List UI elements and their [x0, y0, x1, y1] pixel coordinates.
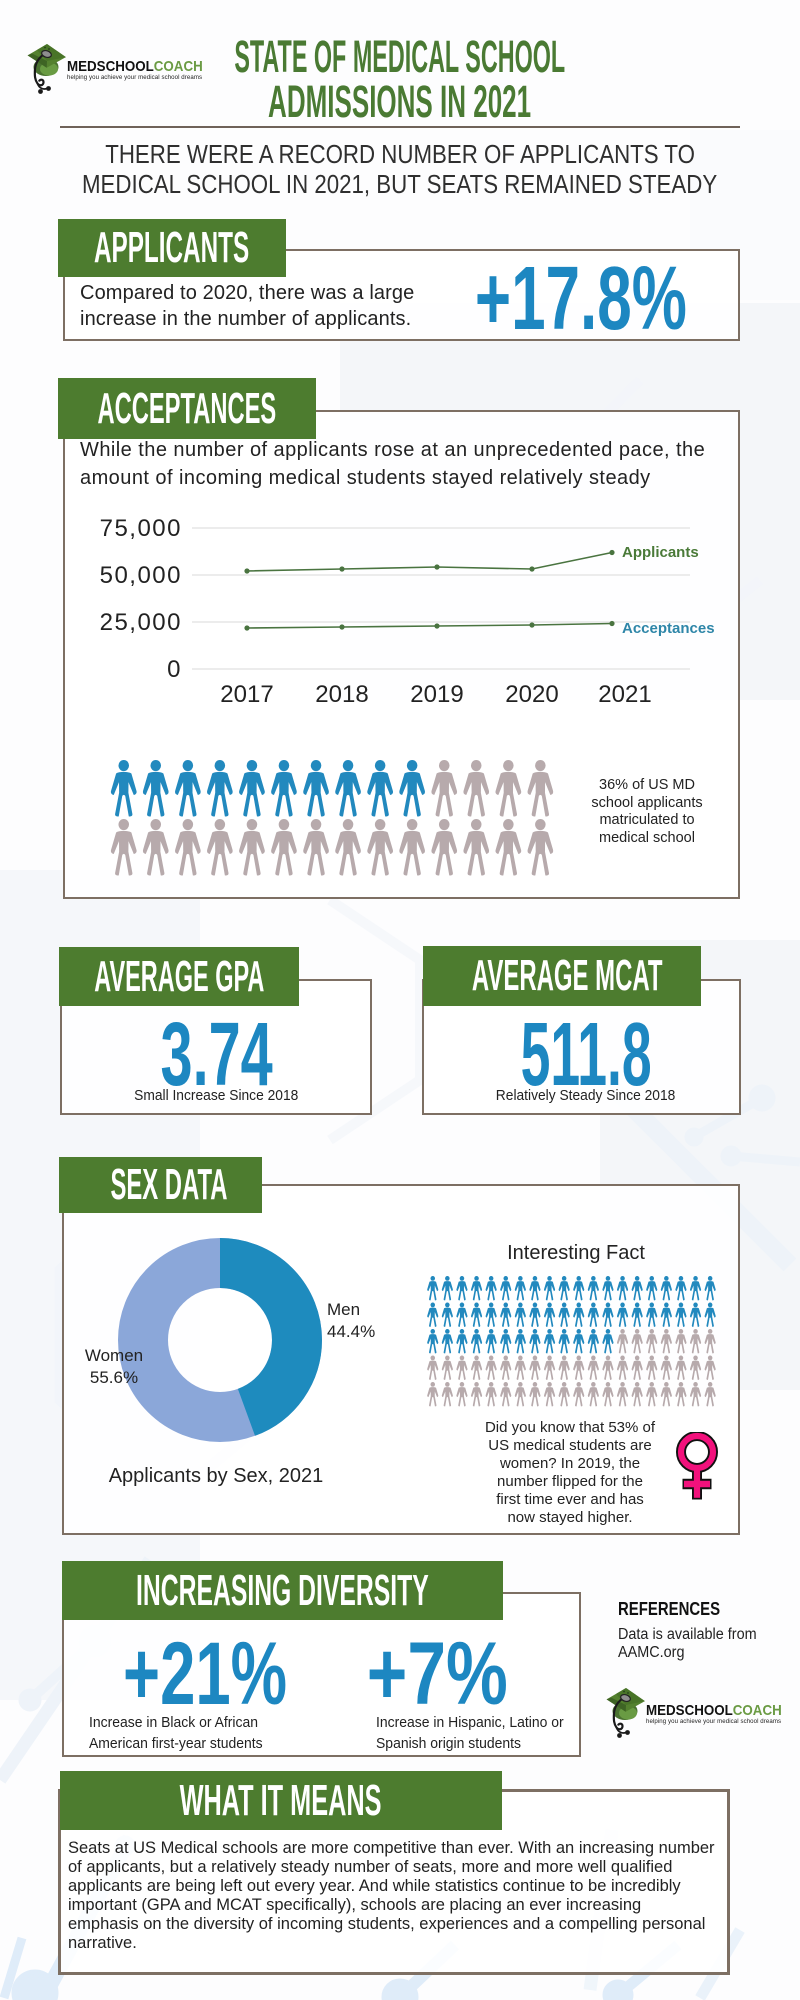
svg-text:Acceptances: Acceptances — [622, 620, 715, 637]
svg-text:75,000: 75,000 — [100, 515, 182, 542]
svg-text:50,000: 50,000 — [100, 562, 182, 589]
svg-text:0: 0 — [167, 656, 182, 683]
svg-text:2018: 2018 — [315, 681, 368, 708]
svg-text:25,000: 25,000 — [100, 609, 182, 636]
svg-text:2017: 2017 — [220, 681, 273, 708]
svg-text:2019: 2019 — [410, 681, 463, 708]
svg-text:Applicants: Applicants — [622, 544, 699, 561]
svg-text:2020: 2020 — [505, 681, 558, 708]
svg-text:2021: 2021 — [598, 681, 651, 708]
